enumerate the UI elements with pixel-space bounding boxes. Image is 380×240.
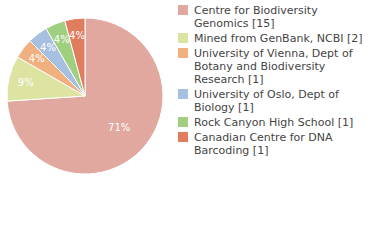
html-text:University of Oslo, Dept of Bi: University of Oslo, Dept of Biology [1] — [194, 88, 339, 114]
html-text:Centre for Biodiversity Genomi: Centre for Biodiversity Genomics [15] — [194, 4, 318, 30]
svg-text:4%: 4% — [69, 30, 85, 41]
svg-text:4%: 4% — [40, 42, 56, 54]
html-text:Rock Canyon High School [1]: Rock Canyon High School [1] — [194, 116, 354, 129]
svg-text:71%: 71% — [108, 122, 130, 133]
svg-text:9%: 9% — [18, 77, 34, 88]
html-text:Mined from GenBank, NCBI [2]: Mined from GenBank, NCBI [2] — [194, 32, 363, 45]
svg-text:4%: 4% — [54, 34, 70, 45]
html-text:University of Vienna, Dept of: University of Vienna, Dept of Botany and… — [194, 47, 353, 86]
svg-text:4%: 4% — [29, 53, 45, 64]
html-text:Canadian Centre for DNA Barcod: Canadian Centre for DNA Barcoding [1] — [194, 131, 333, 157]
